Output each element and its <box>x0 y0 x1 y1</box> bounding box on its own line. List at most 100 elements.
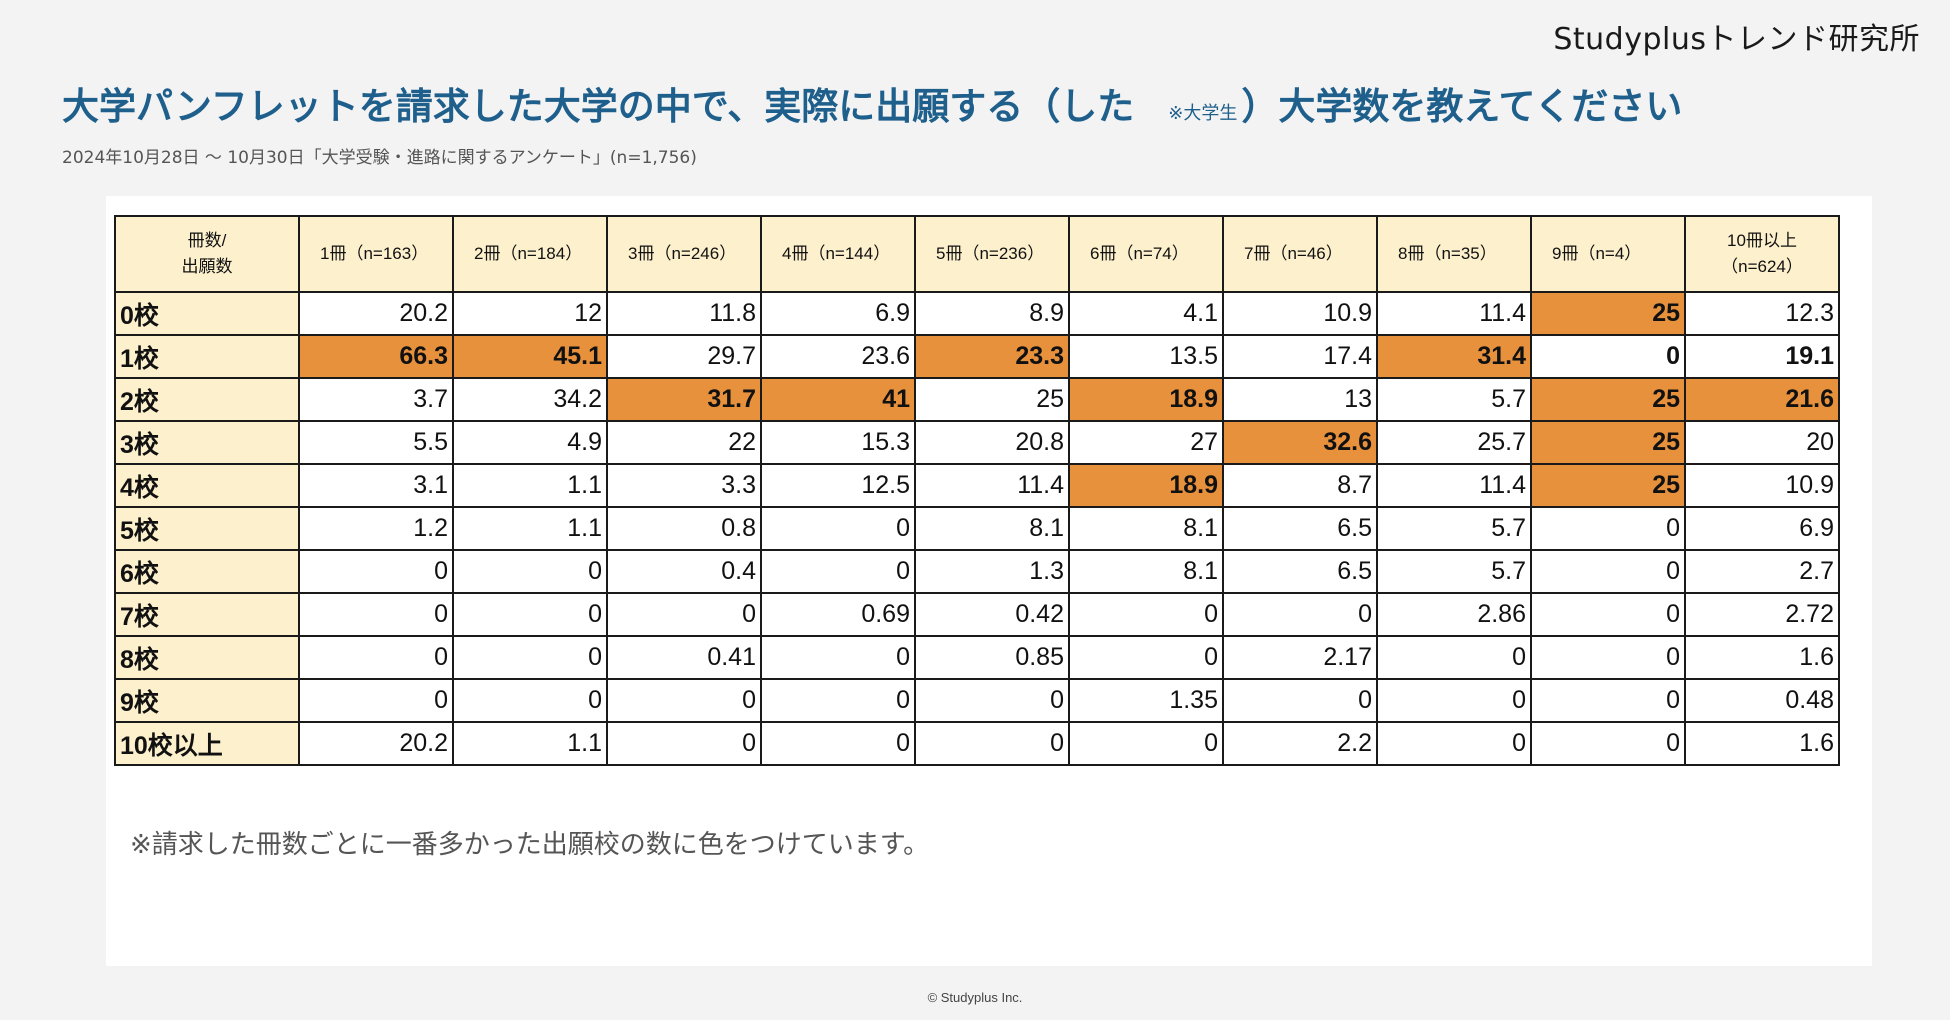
table-row: 6校 0 0 0.4 0 1.3 8.1 6.5 5.7 0 2.7 <box>114 549 1840 594</box>
table-cell: 0 <box>1530 592 1686 637</box>
footnote: ※請求した冊数ごとに一番多かった出願校の数に色をつけています。 <box>130 830 930 860</box>
table-cell: 3.3 <box>606 463 762 508</box>
table-cell: 0 <box>914 721 1070 766</box>
table-cell: 0 <box>1068 721 1224 766</box>
table-cell: 5.7 <box>1376 377 1532 422</box>
results-table: 冊数/ 出願数 1冊（n=163） 2冊（n=184） 3冊（n=246） 4冊（n=… <box>114 215 1840 766</box>
table-cell: 0 <box>298 592 454 637</box>
table-cell: 8.1 <box>1068 506 1224 551</box>
table-cell: 0 <box>452 592 608 637</box>
column-header: 7冊（n=46） <box>1222 215 1378 293</box>
table-cell: 0 <box>1222 592 1378 637</box>
row-label: 9校 <box>114 678 300 723</box>
title-part1: 大学パンフレットを請求した大学の中で、実際に出願する（した <box>62 85 1135 128</box>
table-cell: 32.6 <box>1222 420 1378 465</box>
table-cell: 0 <box>1376 721 1532 766</box>
column-header-line: 3冊（n=246） <box>628 244 737 263</box>
table-cell: 25 <box>1530 377 1686 422</box>
table-cell: 1.3 <box>914 549 1070 594</box>
table-row: 2校 3.7 34.2 31.7 41 25 18.9 13 5.7 25 21.6 <box>114 377 1840 422</box>
table-row: 8校 0 0 0.41 0 0.85 0 2.17 0 0 1.6 <box>114 635 1840 680</box>
table-cell: 25 <box>1530 291 1686 336</box>
table-cell: 0 <box>606 592 762 637</box>
table-cell: 5.7 <box>1376 506 1532 551</box>
table-row: 4校 3.1 1.1 3.3 12.5 11.4 18.9 8.7 11.4 25 10.9 <box>114 463 1840 508</box>
table-cell: 4.1 <box>1068 291 1224 336</box>
table-row: 3校 5.5 4.9 22 15.3 20.8 27 32.6 25.7 25 20 <box>114 420 1840 465</box>
table-cell: 4.9 <box>452 420 608 465</box>
column-header-line: 5冊（n=236） <box>936 244 1045 263</box>
table-cell: 8.1 <box>914 506 1070 551</box>
table-cell: 6.9 <box>760 291 916 336</box>
table-cell: 1.35 <box>1068 678 1224 723</box>
table-cell: 1.2 <box>298 506 454 551</box>
content-panel: 冊数/ 出願数 1冊（n=163） 2冊（n=184） 3冊（n=246） 4冊（n=… <box>106 196 1872 966</box>
table-cell: 0 <box>606 678 762 723</box>
column-header: 2冊（n=184） <box>452 215 608 293</box>
table-cell: 10.9 <box>1222 291 1378 336</box>
table-cell: 6.5 <box>1222 549 1378 594</box>
table-cell: 2.86 <box>1376 592 1532 637</box>
table-cell: 31.7 <box>606 377 762 422</box>
table-cell: 17.4 <box>1222 334 1378 379</box>
table-cell: 0 <box>760 506 916 551</box>
column-header: 10冊以上 （n=624） <box>1684 215 1840 293</box>
column-header-line: 1冊（n=163） <box>320 244 429 263</box>
table-cell: 23.3 <box>914 334 1070 379</box>
table-cell: 0 <box>606 721 762 766</box>
column-header: 5冊（n=236） <box>914 215 1070 293</box>
table-cell: 0.8 <box>606 506 762 551</box>
table-cell: 0 <box>1530 721 1686 766</box>
row-label: 5校 <box>114 506 300 551</box>
table-cell: 25 <box>1530 420 1686 465</box>
column-header-line: 10冊以上 <box>1727 231 1797 250</box>
table-row: 10校以上 20.2 1.1 0 0 0 0 2.2 0 0 1.6 <box>114 721 1840 766</box>
table-cell: 18.9 <box>1068 463 1224 508</box>
table-cell: 0 <box>452 549 608 594</box>
table-cell: 66.3 <box>298 334 454 379</box>
row-label: 1校 <box>114 334 300 379</box>
table-cell: 0 <box>298 549 454 594</box>
table-cell: 0 <box>760 549 916 594</box>
table-cell: 31.4 <box>1376 334 1532 379</box>
corner-header: 冊数/ 出願数 <box>114 215 300 293</box>
table-cell: 12.5 <box>760 463 916 508</box>
table-cell: 1.6 <box>1684 721 1840 766</box>
table-cell: 5.7 <box>1376 549 1532 594</box>
column-header-line: 8冊（n=35） <box>1398 244 1497 263</box>
table-cell: 0 <box>1376 678 1532 723</box>
table-cell: 13 <box>1222 377 1378 422</box>
table-row: 0校 20.2 12 11.8 6.9 8.9 4.1 10.9 11.4 25 12.3 <box>114 291 1840 336</box>
column-header: 6冊（n=74） <box>1068 215 1224 293</box>
table-cell: 0.48 <box>1684 678 1840 723</box>
page-title: 大学パンフレットを請求した大学の中で、実際に出願する（した ※大学生 ）大学数を教え… <box>62 76 1682 130</box>
table-cell: 0.41 <box>606 635 762 680</box>
column-header: 8冊（n=35） <box>1376 215 1532 293</box>
table-cell: 2.2 <box>1222 721 1378 766</box>
table-row: 1校 66.3 45.1 29.7 23.6 23.3 13.5 17.4 31.4 0 19.1 <box>114 334 1840 379</box>
column-header-line: 7冊（n=46） <box>1244 244 1343 263</box>
table-cell: 2.17 <box>1222 635 1378 680</box>
column-header: 9冊（n=4） <box>1530 215 1686 293</box>
table-cell: 20 <box>1684 420 1840 465</box>
corner-line-1: 冊数/ <box>187 231 227 250</box>
table-cell: 12.3 <box>1684 291 1840 336</box>
table-body: 0校 20.2 12 11.8 6.9 8.9 4.1 10.9 11.4 25 12.3 1校 66.… <box>114 291 1840 766</box>
table-cell: 22 <box>606 420 762 465</box>
table-row: 9校 0 0 0 0 0 1.35 0 0 0 0.48 <box>114 678 1840 723</box>
title-part2: ）大学数を教えてください <box>1241 85 1683 128</box>
brand-logo: Studyplusトレンド研究所 <box>1553 22 1920 57</box>
column-header-line: 2冊（n=184） <box>474 244 583 263</box>
row-label: 4校 <box>114 463 300 508</box>
table-cell: 0 <box>452 635 608 680</box>
row-label: 10校以上 <box>114 721 300 766</box>
table-cell: 6.9 <box>1684 506 1840 551</box>
table-cell: 0.4 <box>606 549 762 594</box>
table-cell: 1.1 <box>452 506 608 551</box>
table-cell: 27 <box>1068 420 1224 465</box>
table-cell: 8.1 <box>1068 549 1224 594</box>
table-cell: 13.5 <box>1068 334 1224 379</box>
row-label: 0校 <box>114 291 300 336</box>
table-cell: 0 <box>760 678 916 723</box>
table-cell: 0 <box>914 678 1070 723</box>
